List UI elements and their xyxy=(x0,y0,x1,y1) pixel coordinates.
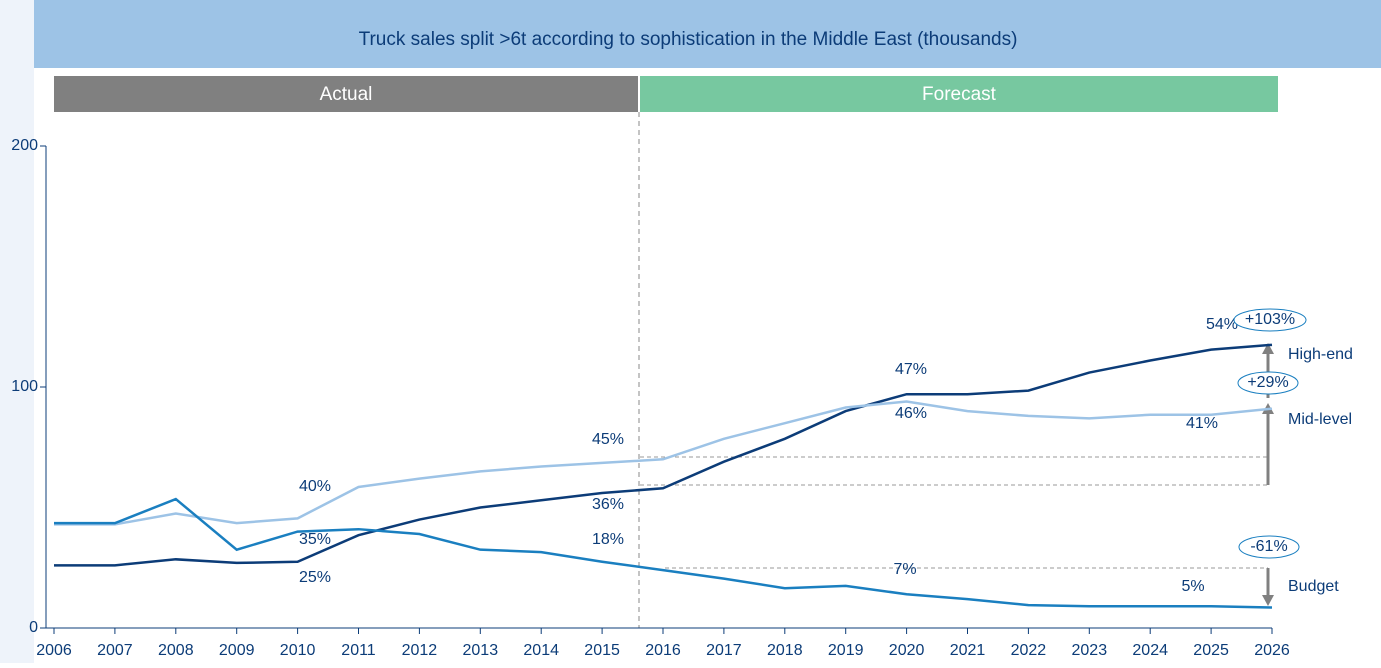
x-tick-label: 2009 xyxy=(219,642,255,659)
annotation: 25% xyxy=(299,569,331,586)
phase-bar xyxy=(54,76,638,112)
annotation-ring xyxy=(1237,371,1299,395)
y-tick-label: 100 xyxy=(11,378,38,395)
x-tick-label: 2019 xyxy=(828,642,864,659)
annotation: 40% xyxy=(299,478,331,495)
annotation: 54% xyxy=(1206,316,1238,333)
phase-bar xyxy=(640,76,1278,112)
x-tick-label: 2025 xyxy=(1193,642,1229,659)
annotation: 41% xyxy=(1186,415,1218,432)
annotation: 47% xyxy=(895,361,927,378)
x-tick-label: 2021 xyxy=(950,642,986,659)
x-tick-label: 2020 xyxy=(889,642,925,659)
x-tick-label: 2024 xyxy=(1132,642,1168,659)
x-tick-label: 2008 xyxy=(158,642,194,659)
annotation: 5% xyxy=(1181,578,1204,595)
helper-lines xyxy=(640,456,1268,569)
series-label: High-end xyxy=(1288,346,1353,363)
x-tick-label: 2015 xyxy=(584,642,620,659)
x-tick-label: 2013 xyxy=(463,642,499,659)
x-tick-label: 2018 xyxy=(767,642,803,659)
x-tick-label: 2011 xyxy=(341,642,376,659)
annotation: 7% xyxy=(893,561,916,578)
series-label: Mid-level xyxy=(1288,411,1352,428)
annotation: -61% xyxy=(1250,538,1287,555)
x-tick-label: 2010 xyxy=(280,642,316,659)
x-tick-label: 2006 xyxy=(36,642,72,659)
annotation: 36% xyxy=(592,496,624,513)
phase-label: Forecast xyxy=(922,84,997,105)
annotation: +103% xyxy=(1245,311,1295,328)
series-line xyxy=(54,400,1273,526)
series-label: Budget xyxy=(1288,578,1339,595)
x-tick-label: 2007 xyxy=(97,642,133,659)
x-tick-label: 2022 xyxy=(1011,642,1047,659)
x-tick-label: 2026 xyxy=(1254,642,1290,659)
annotation-ring xyxy=(1233,308,1307,332)
x-tick-label: 2014 xyxy=(523,642,559,659)
side-strip xyxy=(0,0,34,663)
x-tick-label: 2016 xyxy=(645,642,681,659)
phase-label: Actual xyxy=(320,84,373,105)
annotation: 35% xyxy=(299,531,331,548)
series-line xyxy=(54,497,1273,609)
x-tick-label: 2023 xyxy=(1072,642,1108,659)
y-tick-label: 200 xyxy=(11,137,38,154)
annotation-ring xyxy=(1238,535,1300,559)
chart-title: Truck sales split >6t according to sophi… xyxy=(359,29,1018,50)
annotation: 46% xyxy=(895,405,927,422)
y-tick-label: 0 xyxy=(29,619,38,636)
x-tick-label: 2012 xyxy=(402,642,438,659)
title-bar xyxy=(34,0,1381,68)
x-tick-label: 2017 xyxy=(706,642,742,659)
annotation: 45% xyxy=(592,431,624,448)
annotation: 18% xyxy=(592,531,624,548)
annotation: +29% xyxy=(1247,374,1288,391)
series-line xyxy=(54,343,1273,567)
